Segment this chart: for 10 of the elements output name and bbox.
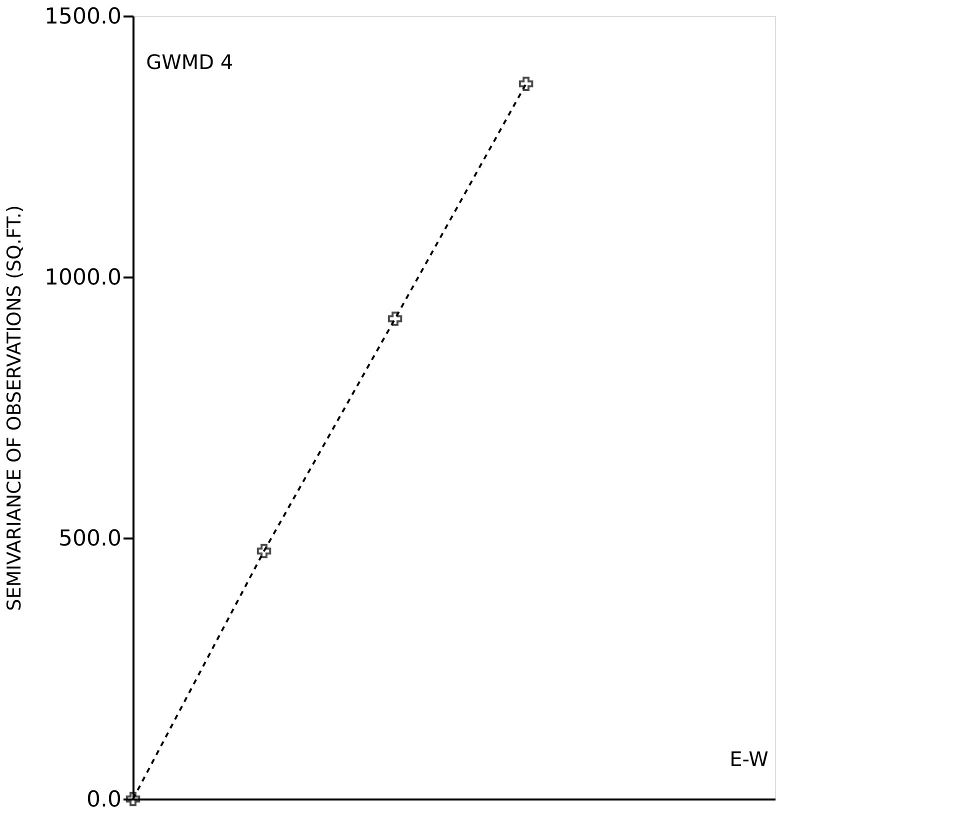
y-tick-label: 1500.0 [44,4,122,30]
point [388,312,402,326]
y-tick-label: 1000.0 [44,266,122,290]
y-axis-title: SEMIVARIANCE OF OBSERVATIONS (SQ.FT.) [4,205,26,611]
text: E-W [730,746,769,771]
annotation: GWMD 4 [146,50,234,74]
point [518,76,534,91]
y-tick-label: 0.0 [86,788,122,812]
y-tick-label: 500.0 [58,526,122,552]
point [256,544,272,558]
